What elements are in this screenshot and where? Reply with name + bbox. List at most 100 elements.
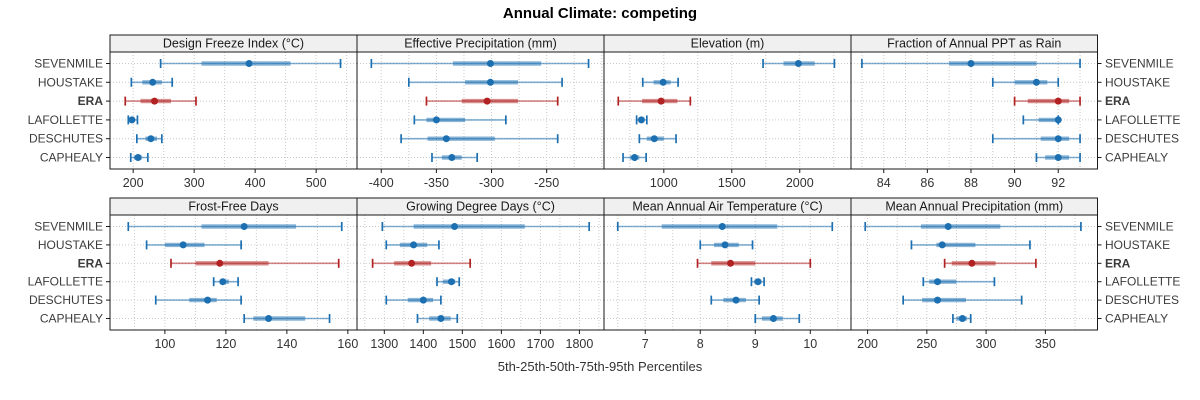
median-dot <box>448 154 456 161</box>
site-label-right: HOUSTAKE <box>1105 238 1170 252</box>
median-dot <box>1032 78 1040 86</box>
x-tick-label: 500 <box>306 176 327 190</box>
median-dot <box>637 116 645 124</box>
x-tick-label: 1500 <box>448 337 476 351</box>
x-tick-label: 140 <box>276 337 297 351</box>
x-tick-label: 1600 <box>487 337 515 351</box>
median-dot <box>958 315 966 322</box>
site-label-left: ERA <box>78 94 104 108</box>
site-label-left: LAFOLLETTE <box>28 113 103 127</box>
median-dot <box>149 78 157 86</box>
median-dot <box>134 154 142 161</box>
median-dot <box>1054 154 1062 161</box>
site-label-left: HOUSTAKE <box>38 238 103 252</box>
panel-background <box>110 215 357 330</box>
site-label-right: CAPHEALY <box>1105 312 1168 326</box>
median-dot <box>240 223 248 230</box>
site-label-right: HOUSTAKE <box>1105 75 1170 89</box>
x-tick-label: -250 <box>534 176 559 190</box>
x-tick-label: 400 <box>245 176 266 190</box>
site-label-right: ERA <box>1105 94 1131 108</box>
x-tick-label: 1000 <box>650 176 678 190</box>
median-dot <box>447 278 455 286</box>
x-tick-label: 300 <box>184 176 205 190</box>
x-tick-label: 1800 <box>566 337 594 351</box>
median-dot <box>934 296 942 304</box>
median-dot <box>432 116 440 124</box>
strip-title: Effective Precipitation (mm) <box>404 37 557 51</box>
x-tick-label: 1500 <box>718 176 746 190</box>
median-dot <box>938 241 946 249</box>
median-dot <box>1054 97 1062 105</box>
median-dot <box>147 135 155 143</box>
median-dot <box>204 296 212 304</box>
median-dot <box>968 259 976 267</box>
median-dot <box>967 60 975 67</box>
site-label-left: SEVENMILE <box>34 57 103 71</box>
x-tick-label: -400 <box>369 176 394 190</box>
median-dot <box>483 97 491 105</box>
x-tick-label: 10 <box>803 337 817 351</box>
site-label-right: CAPHEALY <box>1105 151 1168 165</box>
median-dot <box>245 60 253 67</box>
median-dot <box>721 241 729 249</box>
x-tick-label: 200 <box>123 176 144 190</box>
x-tick-label: 92 <box>1051 176 1065 190</box>
median-dot <box>794 60 802 67</box>
median-dot <box>486 60 494 67</box>
median-dot <box>657 97 665 105</box>
median-dot <box>486 78 494 86</box>
panel-background <box>851 215 1098 330</box>
median-dot <box>451 223 459 230</box>
median-dot <box>442 135 450 143</box>
site-label-right: ERA <box>1105 256 1131 270</box>
median-dot <box>769 315 777 322</box>
median-dot <box>151 97 159 105</box>
site-label-left: CAPHEALY <box>40 151 103 165</box>
x-tick-label: 2000 <box>786 176 814 190</box>
x-tick-label: 120 <box>215 337 236 351</box>
site-label-left: CAPHEALY <box>40 312 103 326</box>
x-tick-label: 88 <box>964 176 978 190</box>
site-label-right: LAFOLLETTE <box>1105 275 1180 289</box>
x-tick-label: 86 <box>920 176 934 190</box>
median-dot <box>216 259 224 267</box>
strip-title: Design Freeze Index (°C) <box>163 37 304 51</box>
x-tick-label: -300 <box>479 176 504 190</box>
plot-title: Annual Climate: competing <box>502 5 698 22</box>
strip-title: Elevation (m) <box>691 37 765 51</box>
median-dot <box>650 135 658 143</box>
x-tick-label: 84 <box>877 176 891 190</box>
strip-title: Fraction of Annual PPT as Rain <box>887 37 1061 51</box>
median-dot <box>1054 135 1062 143</box>
median-dot <box>732 296 740 304</box>
site-label-left: ERA <box>78 256 104 270</box>
x-tick-label: 7 <box>642 337 649 351</box>
x-tick-label: 100 <box>154 337 175 351</box>
strip-title: Mean Annual Air Temperature (°C) <box>632 200 822 214</box>
median-dot <box>718 223 726 230</box>
plot-caption: 5th-25th-50th-75th-95th Percentiles <box>497 359 703 374</box>
site-label-right: LAFOLLETTE <box>1105 113 1180 127</box>
median-dot <box>265 315 273 322</box>
site-label-left: SEVENMILE <box>34 220 103 234</box>
site-label-right: SEVENMILE <box>1105 220 1174 234</box>
panel-background <box>110 52 357 169</box>
median-dot <box>659 78 667 86</box>
panel-background <box>357 52 604 169</box>
site-label-left: LAFOLLETTE <box>28 275 103 289</box>
site-label-left: DESCHUTES <box>29 293 103 307</box>
x-tick-label: 200 <box>857 337 878 351</box>
site-label-right: SEVENMILE <box>1105 57 1174 71</box>
median-dot <box>219 278 227 286</box>
strip-header <box>850 34 1098 53</box>
panel-background <box>604 52 851 169</box>
x-tick-label: 1700 <box>526 337 554 351</box>
median-dot <box>419 296 427 304</box>
median-dot <box>631 154 639 161</box>
median-dot <box>437 315 445 322</box>
site-label-left: DESCHUTES <box>29 132 103 146</box>
median-dot <box>754 278 762 286</box>
median-dot <box>410 241 418 249</box>
